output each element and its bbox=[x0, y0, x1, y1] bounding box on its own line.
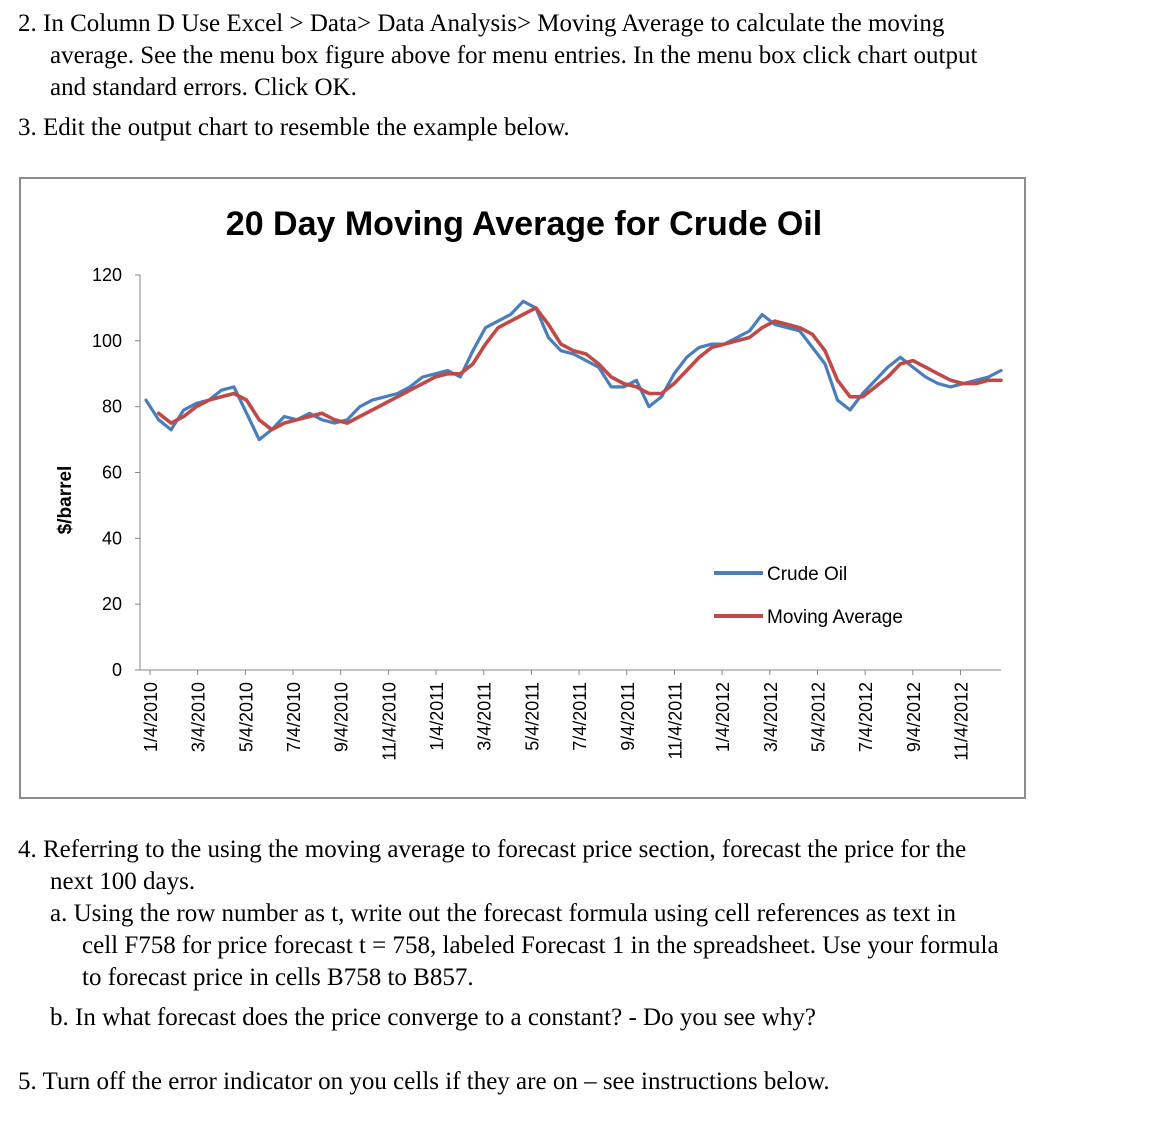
series-line-crude-oil bbox=[144, 299, 1003, 442]
instruction-item-2: 2. In Column D Use Excel > Data> Data An… bbox=[18, 8, 1138, 104]
chart-legend: Crude Oil Moving Average bbox=[714, 564, 903, 628]
x-tick-label: 1/4/2011 bbox=[427, 682, 447, 751]
x-tick-label: 7/4/2011 bbox=[570, 682, 590, 751]
legend-label: Moving Average bbox=[767, 607, 903, 628]
instruction-item-3: 3. Edit the output chart to resemble the… bbox=[18, 112, 1138, 144]
instruction-item-4: 4. Referring to the using the moving ave… bbox=[18, 834, 1138, 898]
chart-title: 20 Day Moving Average for Crude Oil bbox=[226, 205, 822, 243]
item-4-line-2: next 100 days. bbox=[50, 868, 196, 895]
legend-label: Crude Oil bbox=[767, 564, 847, 585]
instruction-item-4a: a. Using the row number as t, write out … bbox=[18, 898, 1138, 994]
instruction-item-4b: b. In what forecast does the price conve… bbox=[18, 1002, 1138, 1034]
x-tick-label: 7/4/2012 bbox=[856, 682, 876, 752]
x-tick-label: 5/4/2011 bbox=[522, 682, 542, 751]
item-4-line-1: 4. Referring to the using the moving ave… bbox=[18, 836, 967, 863]
item-4a-line-3: to forecast price in cells B758 to B857. bbox=[82, 964, 474, 991]
item-4b-line: b. In what forecast does the price conve… bbox=[50, 1004, 816, 1031]
chart-axes: 0 20 40 60 80 100 120 1/4/2010 3/4/2010 5/4/2010 7… bbox=[92, 265, 1001, 761]
x-tick-label: 9/4/2010 bbox=[332, 682, 352, 752]
instruction-item-5: 5. Turn off the error indicator on you c… bbox=[18, 1066, 1138, 1098]
x-tick-label: 3/4/2012 bbox=[761, 682, 781, 752]
y-tick-label: 0 bbox=[112, 660, 122, 680]
x-tick-label: 11/4/2012 bbox=[951, 682, 971, 761]
item-2-line-3: and standard errors. Click OK. bbox=[50, 74, 357, 101]
y-tick-label: 60 bbox=[102, 463, 122, 483]
item-2-line-1: 2. In Column D Use Excel > Data> Data An… bbox=[18, 10, 945, 37]
x-tick-label: 3/4/2011 bbox=[475, 682, 495, 751]
x-tick-label: 11/4/2011 bbox=[665, 682, 685, 759]
y-tick-label: 20 bbox=[102, 594, 122, 614]
x-tick-label: 3/4/2010 bbox=[189, 682, 209, 752]
x-tick-label: 7/4/2010 bbox=[284, 682, 304, 752]
x-tick-label: 11/4/2010 bbox=[379, 682, 399, 761]
item-5-line: 5. Turn off the error indicator on you c… bbox=[18, 1068, 830, 1095]
y-tick-label: 80 bbox=[102, 397, 122, 417]
y-tick-label: 100 bbox=[92, 331, 122, 351]
x-tick-label: 1/4/2012 bbox=[713, 682, 733, 752]
y-axis-label: $/barrel bbox=[55, 466, 76, 535]
x-tick-label: 1/4/2010 bbox=[141, 682, 161, 752]
item-2-line-2: average. See the menu box figure above f… bbox=[50, 42, 978, 69]
series-line-moving-average bbox=[156, 306, 1003, 432]
x-tick-label: 9/4/2012 bbox=[904, 682, 924, 752]
x-tick-label: 5/4/2012 bbox=[808, 682, 828, 752]
y-tick-label: 120 bbox=[92, 265, 122, 285]
series-layer bbox=[144, 299, 1003, 442]
y-tick-label: 40 bbox=[102, 528, 122, 548]
item-4a-line-1: a. Using the row number as t, write out … bbox=[50, 900, 956, 927]
line-chart: 20 Day Moving Average for Crude Oil $/ba… bbox=[55, 205, 1003, 761]
item-4a-line-2: cell F758 for price forecast t = 758, la… bbox=[82, 932, 999, 959]
x-tick-label: 5/4/2010 bbox=[236, 682, 256, 752]
chart-figure: 20 Day Moving Average for Crude Oil $/ba… bbox=[19, 177, 1026, 799]
x-tick-label: 9/4/2011 bbox=[618, 682, 638, 751]
item-3-line: 3. Edit the output chart to resemble the… bbox=[18, 114, 570, 141]
